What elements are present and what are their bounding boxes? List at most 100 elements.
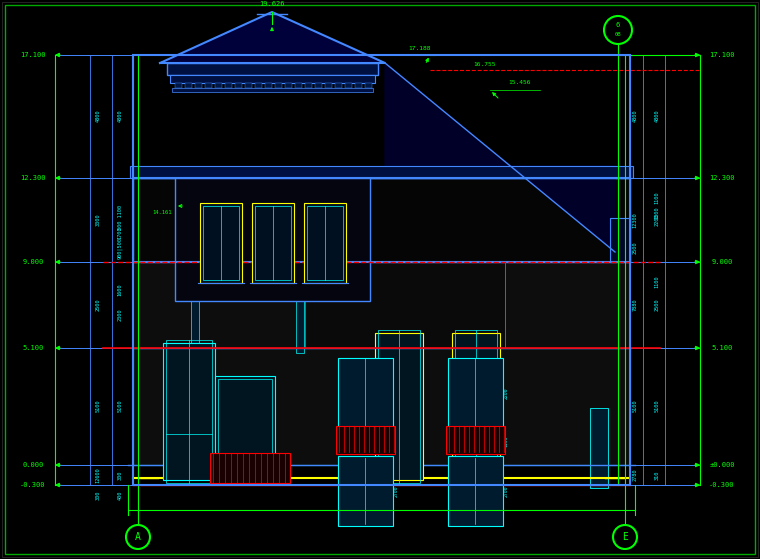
Text: 4800: 4800 [654,110,660,122]
Text: 16.755: 16.755 [473,63,496,68]
Bar [133,262,305,348]
Text: 0B: 0B [615,32,621,37]
Bar [338,358,393,428]
Bar [172,88,373,92]
Bar [185,83,192,88]
Text: -0.300: -0.300 [21,482,46,488]
Bar [304,203,346,283]
Bar [285,83,292,88]
Bar [166,340,212,483]
Text: 12300: 12300 [632,212,638,228]
Polygon shape [385,63,615,252]
Text: -0.300: -0.300 [709,482,735,488]
Bar [448,358,503,428]
Bar [355,83,362,88]
Text: 17.100: 17.100 [709,52,735,58]
Text: 1300: 1300 [654,207,660,219]
Bar [195,83,202,88]
Text: 19.626: 19.626 [259,1,285,7]
Text: 15.456: 15.456 [508,80,531,86]
Bar [255,83,262,88]
Text: 2500: 2500 [632,241,638,254]
Bar [446,426,505,454]
Bar [325,83,332,88]
Text: 2500: 2500 [654,299,660,311]
Text: 5100: 5100 [632,400,638,412]
Bar [295,83,302,88]
Text: A: A [135,532,141,542]
Bar [215,376,275,456]
Bar [335,83,342,88]
Text: 17900: 17900 [370,515,391,521]
Bar [275,83,282,88]
Text: 17.188: 17.188 [409,46,431,51]
Text: 0.000: 0.000 [22,462,43,468]
Text: 2200: 2200 [394,387,398,399]
Bar [133,178,630,262]
Text: 1100: 1100 [654,276,660,288]
Text: E: E [622,532,628,542]
Text: 2700: 2700 [503,485,508,497]
Polygon shape [160,12,385,63]
Bar [378,330,420,483]
Bar [225,83,232,88]
Text: ±0.000: ±0.000 [709,462,735,468]
Text: 2300: 2300 [118,309,122,321]
Text: 5.100: 5.100 [711,345,733,351]
Bar [452,333,500,480]
Text: 7880: 7880 [632,299,638,311]
Text: 1100: 1100 [394,435,398,447]
Text: 2700: 2700 [394,485,398,497]
Text: 17.100: 17.100 [21,52,46,58]
Bar [215,83,222,88]
Bar [307,206,343,280]
Text: 5100: 5100 [654,400,660,412]
Text: 2780: 2780 [632,469,638,481]
Bar [345,83,352,88]
Bar [338,456,393,526]
Text: 400: 400 [118,490,122,500]
Bar [235,83,242,88]
Bar [163,343,215,480]
Text: 5.100: 5.100 [22,345,43,351]
Bar [175,178,370,301]
Text: 5100: 5100 [118,400,122,412]
Bar [252,203,294,283]
Bar [365,83,372,88]
Text: 4800: 4800 [118,110,122,122]
Bar [296,257,304,353]
Bar [167,63,378,75]
Bar [218,379,272,453]
Text: 12.300: 12.300 [709,175,735,181]
Text: 12.300: 12.300 [21,175,46,181]
Bar [590,408,608,488]
Text: 9.000: 9.000 [711,259,733,265]
Text: 12600: 12600 [96,467,100,483]
Bar [133,348,630,465]
Text: 300: 300 [96,490,100,500]
Bar [305,262,505,348]
Bar [205,83,212,88]
Text: 2200: 2200 [503,387,508,399]
Bar [255,206,291,280]
Bar [305,83,312,88]
Text: 4800: 4800 [632,110,638,122]
Text: 900|500: 900|500 [117,237,123,259]
Text: 310: 310 [654,470,660,480]
Text: 2500: 2500 [96,299,100,311]
Text: 2200: 2200 [654,214,660,226]
Text: 4800: 4800 [96,110,100,122]
Bar [245,83,252,88]
Text: 1700: 1700 [118,227,122,239]
Bar [315,83,322,88]
Text: 9.000: 9.000 [22,259,43,265]
Bar [610,218,630,262]
Bar [505,262,630,348]
Bar [210,453,290,483]
Text: 6: 6 [616,22,620,28]
Text: 1600: 1600 [118,284,122,296]
Bar [200,203,242,283]
Text: 300: 300 [118,470,122,480]
Bar [133,55,630,485]
Bar [375,333,423,480]
